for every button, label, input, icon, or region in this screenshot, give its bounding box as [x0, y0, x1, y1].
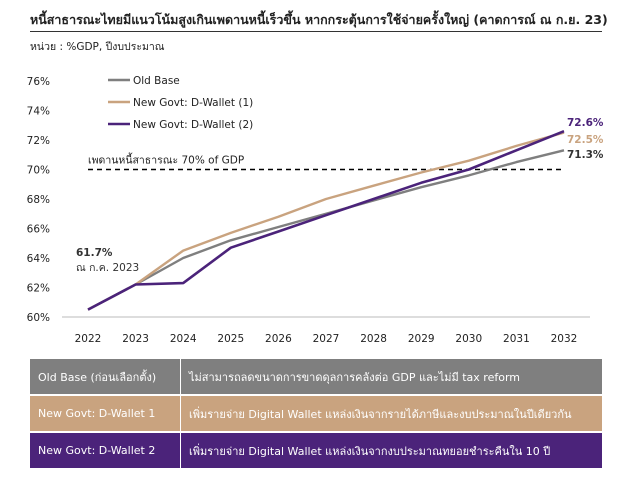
annotation-value: 61.7%: [76, 247, 113, 259]
y-tick-label: 64%: [27, 253, 50, 265]
y-tick-label: 70%: [27, 165, 50, 177]
page-title: หนี้สาธารณะไทยมีแนวโน้มสูงเกินเพดานหนี้เ…: [30, 12, 608, 27]
x-tick-label: 2032: [551, 333, 578, 345]
legend-label: Old Base: [133, 75, 180, 87]
row-label: New Govt: D-Wallet 1: [38, 407, 156, 420]
row-label: Old Base (ก่อนเลือกตั้ง): [38, 370, 157, 384]
x-tick-label: 2029: [408, 333, 435, 345]
row-label: New Govt: D-Wallet 2: [38, 444, 156, 457]
x-tick-label: 2028: [360, 333, 387, 345]
x-tick-label: 2030: [455, 333, 482, 345]
y-tick-label: 62%: [27, 283, 50, 295]
line-chart: 60% 62% 64% 66% 68% 70% 72% 74% 76% 2022 2023 2024…: [27, 75, 604, 345]
end-value-label: 72.6%: [567, 117, 604, 129]
table-row: New Govt: D-Wallet 2 เพิ่มรายจ่าย Digita…: [30, 433, 602, 468]
title-divider: [30, 31, 602, 32]
y-tick-label: 60%: [27, 312, 50, 324]
y-tick-label: 72%: [27, 135, 50, 147]
series-line: [87, 129, 565, 311]
x-tick-label: 2026: [265, 333, 292, 345]
x-tick-label: 2022: [75, 333, 102, 345]
legend-label: New Govt: D-Wallet (2): [133, 119, 253, 131]
row-description: เพิ่มรายจ่าย Digital Wallet แหล่งเงินจาก…: [189, 444, 551, 458]
x-tick-label: 2031: [503, 333, 530, 345]
row-description: ไม่สามารถลดขนาดการขาดดุลการคลังต่อ GDP แ…: [189, 370, 520, 384]
y-tick-label: 66%: [27, 224, 50, 236]
debt-ceiling-label: เพดานหนี้สาธารณะ 70% of GDP: [88, 153, 244, 167]
table-row: New Govt: D-Wallet 1 เพิ่มรายจ่าย Digita…: [30, 396, 602, 431]
x-tick-label: 2024: [170, 333, 197, 345]
scenario-table: Old Base (ก่อนเลือกตั้ง) ไม่สามารถลดขนาด…: [30, 359, 602, 470]
annotation-subtext: ณ ก.ค. 2023: [76, 262, 139, 274]
unit-label: หน่วย : %GDP, ปีงบประมาณ: [30, 41, 165, 53]
y-tick-label: 76%: [27, 76, 50, 88]
divider: [180, 359, 181, 394]
row-description: เพิ่มรายจ่าย Digital Wallet แหล่งเงินจาก…: [189, 407, 572, 421]
legend-label: New Govt: D-Wallet (1): [133, 97, 253, 109]
series-line: [87, 149, 565, 311]
y-tick-label: 68%: [27, 194, 50, 206]
divider: [180, 433, 181, 468]
divider: [180, 396, 181, 431]
end-value-label: 71.3%: [567, 149, 604, 161]
x-tick-label: 2027: [313, 333, 340, 345]
series-line: [87, 131, 565, 311]
y-tick-label: 74%: [27, 106, 50, 118]
end-value-label: 72.5%: [567, 134, 604, 146]
x-tick-label: 2023: [122, 333, 149, 345]
x-tick-label: 2025: [217, 333, 244, 345]
table-row: Old Base (ก่อนเลือกตั้ง) ไม่สามารถลดขนาด…: [30, 359, 602, 394]
